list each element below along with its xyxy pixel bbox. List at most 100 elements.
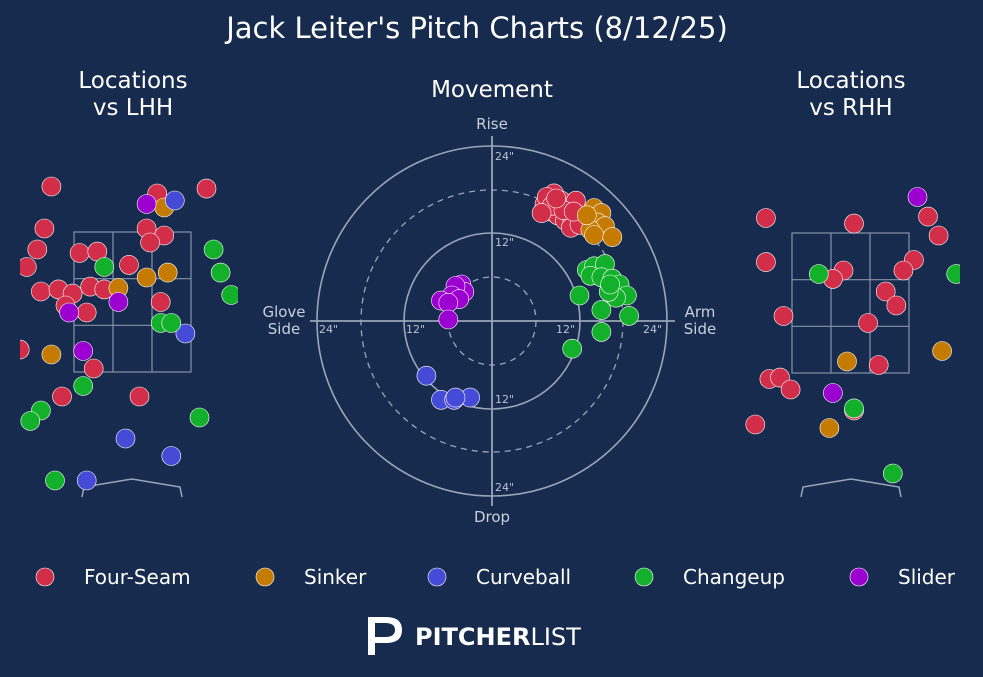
- rhh-title-line2: vs RHH: [809, 95, 892, 121]
- pitch-point-four-seam: [868, 355, 889, 375]
- legend-item: Slider: [849, 565, 956, 589]
- pitch-point-four-seam: [546, 188, 567, 209]
- pitch-point-changeup: [73, 376, 93, 396]
- pitch-point-four-seam: [756, 208, 776, 228]
- ring-label-bottom-24: 24": [495, 481, 514, 494]
- ring-label-top-12: 12": [495, 236, 514, 249]
- brand-bold: PITCHER: [415, 623, 530, 651]
- legend-marker: [35, 567, 55, 587]
- ring-label-bottom-12: 12": [495, 393, 514, 406]
- legend: Four-Seam Sinker Curveball Changeup Slid…: [35, 565, 956, 589]
- pitch-point-slider: [438, 309, 459, 330]
- axis-label-arm-line2: Side: [684, 320, 716, 338]
- pitch-point-slider: [907, 187, 928, 207]
- pitch-point-four-seam: [129, 386, 150, 407]
- pitch-point-slider: [438, 292, 459, 313]
- pitch-point-four-seam: [20, 257, 37, 277]
- pitch-point-four-seam: [76, 302, 97, 323]
- pitch-point-four-seam: [196, 178, 217, 199]
- pitch-point-changeup: [94, 257, 115, 277]
- pitch-point-four-seam: [20, 339, 30, 360]
- chart-title: Jack Leiter's Pitch Charts (8/12/25): [224, 11, 728, 45]
- ring-label-top-24: 24": [495, 150, 514, 163]
- pitch-point-changeup: [964, 368, 983, 387]
- pitch-point-changeup: [844, 398, 864, 419]
- legend-label: Curveball: [476, 565, 571, 589]
- pitch-point-slider: [823, 383, 843, 403]
- pitch-point-curveball: [445, 387, 466, 408]
- movement-points: [416, 183, 639, 410]
- pitch-point-sinker: [576, 205, 597, 226]
- pitcherlist-logo: PITCHERLIST: [368, 617, 581, 655]
- pitch-point-curveball: [115, 428, 136, 449]
- pitch-point-four-seam: [745, 414, 766, 435]
- pitch-point-curveball: [175, 323, 196, 344]
- pitch-point-changeup: [569, 285, 590, 306]
- axis-label-glove-line2: Side: [268, 320, 300, 338]
- pitch-point-four-seam: [34, 218, 55, 239]
- pitch-point-sinker: [41, 344, 62, 365]
- pitch-point-four-seam: [918, 206, 938, 227]
- lhh-points: [0, 176, 269, 491]
- pitch-point-slider: [73, 341, 93, 361]
- brand-light: LIST: [530, 623, 581, 651]
- pitch-point-changeup: [161, 313, 182, 333]
- legend-label: Changeup: [683, 565, 785, 589]
- pitch-point-changeup: [600, 274, 620, 295]
- rhh-points: [745, 146, 983, 484]
- legend-marker: [427, 567, 447, 587]
- pitch-point-four-seam: [0, 254, 15, 273]
- legend-label: Slider: [898, 565, 956, 589]
- pitch-point-four-seam: [886, 295, 907, 316]
- pitch-point-sinker: [602, 227, 623, 247]
- pitch-point-four-seam: [773, 306, 794, 326]
- ring-label-left-12: 12": [406, 323, 425, 336]
- axis-label-drop: Drop: [474, 508, 510, 526]
- pitch-point-changeup: [562, 338, 583, 359]
- brand-wordmark: PITCHERLIST: [415, 623, 581, 651]
- pitch-point-four-seam: [31, 281, 51, 302]
- lhh-home-plate: [81, 478, 183, 498]
- ring-label-left-24: 24": [319, 323, 338, 336]
- pitch-point-four-seam: [119, 255, 139, 275]
- pitch-point-curveball: [76, 470, 97, 491]
- legend-item: Sinker: [255, 565, 367, 589]
- pitch-point-changeup: [210, 262, 231, 283]
- pitch-point-four-seam: [52, 386, 72, 407]
- legend-item: Changeup: [634, 565, 785, 589]
- pitch-point-changeup: [619, 306, 639, 326]
- pitch-point-sinker: [136, 267, 157, 288]
- ring-label-right-24: 24": [643, 323, 662, 336]
- legend-label: Four-Seam: [84, 565, 191, 589]
- axis-label-arm-line1: Arm: [685, 303, 716, 321]
- pitch-point-four-seam: [250, 266, 269, 285]
- legend-item: Four-Seam: [35, 565, 191, 589]
- pitch-point-four-seam: [780, 379, 801, 400]
- pitch-point-sinker: [584, 225, 604, 245]
- pitch-point-changeup: [221, 285, 238, 305]
- pitch-point-changeup: [882, 463, 903, 484]
- axis-label-rise: Rise: [476, 115, 508, 133]
- pitch-point-curveball: [416, 365, 437, 386]
- rhh-title-line1: Locations: [796, 68, 905, 94]
- pitch-point-curveball: [165, 190, 185, 211]
- legend-item: Curveball: [427, 565, 571, 589]
- pitch-point-changeup: [591, 300, 612, 320]
- pitch-point-sinker: [975, 146, 983, 165]
- pitch-point-slider: [136, 194, 157, 214]
- lhh-title-line2: vs LHH: [93, 95, 173, 121]
- pitch-point-four-seam: [140, 232, 160, 253]
- pitch-point-four-seam: [27, 239, 48, 260]
- pitch-point-four-seam: [531, 203, 552, 223]
- pitch-point-slider: [108, 292, 129, 312]
- pitch-point-sinker: [819, 418, 840, 438]
- axis-label-glove-line1: Glove: [262, 303, 305, 321]
- rhh-home-plate: [800, 478, 902, 498]
- pitch-point-sinker: [837, 351, 857, 372]
- pitch-point-four-seam: [756, 252, 776, 272]
- pitch-point-four-seam: [875, 281, 896, 302]
- legend-label: Sinker: [304, 565, 367, 589]
- pitch-point-changeup: [591, 322, 612, 342]
- pitch-point-four-seam: [893, 260, 914, 281]
- pitch-point-sinker: [932, 341, 952, 361]
